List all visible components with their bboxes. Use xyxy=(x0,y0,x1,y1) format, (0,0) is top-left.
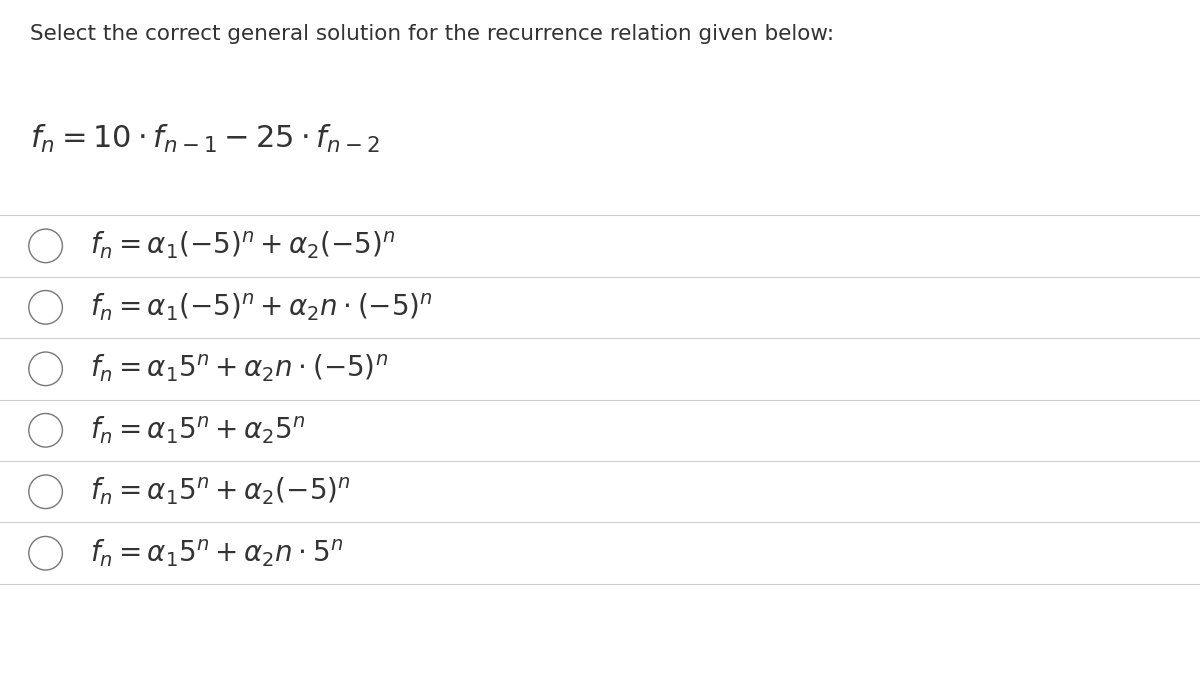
Text: $f_n = \alpha_1 5^n + \alpha_2 n \cdot (-5)^n$: $f_n = \alpha_1 5^n + \alpha_2 n \cdot (… xyxy=(90,353,388,385)
Text: $f_n = \alpha_1(-5)^n + \alpha_2 n \cdot (-5)^n$: $f_n = \alpha_1(-5)^n + \alpha_2 n \cdot… xyxy=(90,292,433,323)
Text: $f_n = \alpha_1 5^n + \alpha_2 n \cdot 5^n$: $f_n = \alpha_1 5^n + \alpha_2 n \cdot 5… xyxy=(90,538,343,569)
Text: Select the correct general solution for the recurrence relation given below:: Select the correct general solution for … xyxy=(30,24,834,44)
Text: $f_n = \alpha_1(-5)^n + \alpha_2(-5)^n$: $f_n = \alpha_1(-5)^n + \alpha_2(-5)^n$ xyxy=(90,230,396,262)
Text: $f_n = \alpha_1 5^n + \alpha_2 5^n$: $f_n = \alpha_1 5^n + \alpha_2 5^n$ xyxy=(90,415,306,446)
Text: $f_n = 10 \cdot f_{n-1} - 25 \cdot f_{n-2}$: $f_n = 10 \cdot f_{n-1} - 25 \cdot f_{n-… xyxy=(30,123,379,155)
Text: $f_n = \alpha_1 5^n + \alpha_2(-5)^n$: $f_n = \alpha_1 5^n + \alpha_2(-5)^n$ xyxy=(90,476,350,507)
